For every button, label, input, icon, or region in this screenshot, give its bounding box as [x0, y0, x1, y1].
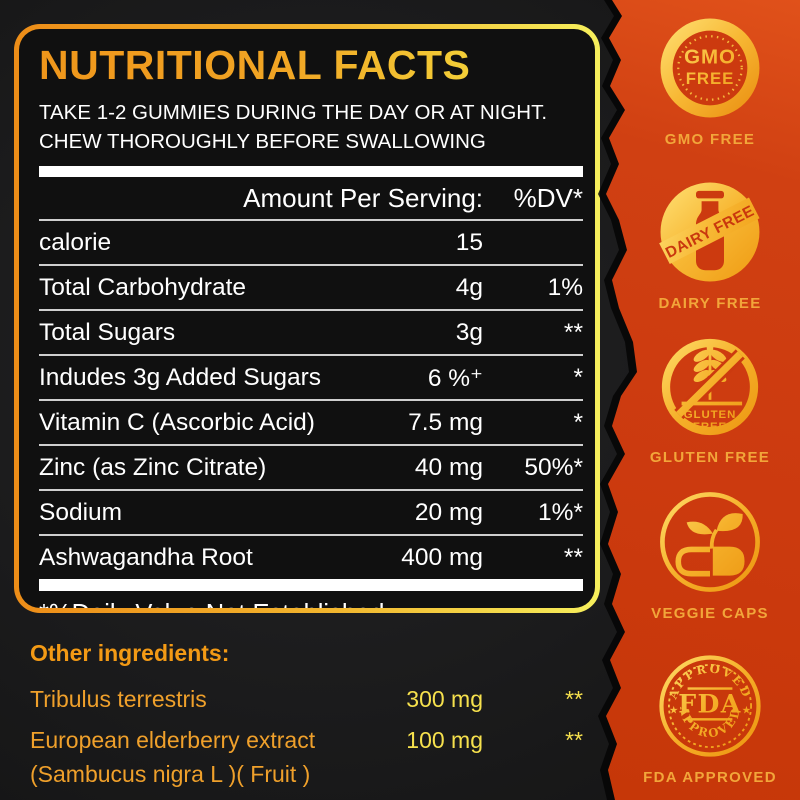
ingredient-amount: 100 mg: [406, 727, 483, 754]
ingredient-dv: **: [565, 727, 583, 754]
row-dv: **: [563, 543, 583, 571]
row-label: calorie: [39, 228, 112, 256]
divider-bar-top: [39, 166, 583, 178]
row-dv: **: [563, 318, 583, 346]
row-label: Indudes 3g Added Sugars: [39, 363, 321, 391]
row-label: Total Carbohydrate: [39, 273, 247, 301]
fda-approved-caption: FDA APPROVED: [643, 769, 777, 786]
veggie-caps-badge: VEGGIE CAPS: [620, 486, 800, 622]
table-row: Indudes 3g Added Sugars 6 %⁺ *: [39, 356, 583, 402]
row-amount: 40 mg: [414, 453, 483, 481]
row-label: Total Sugars: [39, 318, 176, 346]
table-row: Zinc (as Zinc Citrate) 40 mg 50%*: [39, 446, 583, 492]
ingredient-dv: **: [565, 686, 583, 712]
row-amount: 400 mg: [401, 543, 483, 571]
table-row: Vitamin C (Ascorbic Acid) 7.5 mg *: [39, 401, 583, 447]
row-amount: 4g: [455, 273, 483, 301]
ingredient-name: European elderberry extract (Sambucus nig…: [30, 724, 348, 791]
torn-paper-strip: [606, 0, 800, 800]
table-row: calorie 15: [39, 221, 583, 267]
table-header-row: Amount Per Serving: %DV*: [39, 177, 583, 222]
row-amount: 7.5 mg: [408, 408, 483, 436]
gluten-free-badge: GLUTEN FREE GLUTEN FREE: [620, 332, 800, 466]
gmo-free-caption: GMO FREE: [664, 131, 756, 148]
other-ingredients-heading: Other ingredients:: [30, 640, 230, 666]
amount-per-serving-header: Amount Per Serving:: [243, 182, 483, 213]
table-row: Total Sugars 3g **: [39, 311, 583, 357]
gmo-free-icon: GMO FREE: [660, 18, 760, 118]
row-amount: 15: [455, 228, 483, 256]
star-icon: ★: [742, 705, 751, 716]
ingredient-row: European elderberry extract (Sambucus nig…: [30, 724, 583, 791]
directions-line2: CHEW THOROUGHLY BEFORE SWALLOWING: [39, 130, 486, 154]
other-ingredients-section: Other ingredients: Tribulus terrestris 3…: [30, 640, 583, 799]
dv-header: %DV*: [513, 182, 583, 213]
nutrition-label-inner: NUTRITIONAL FACTS TAKE 1-2 GUMMIES DURIN…: [19, 29, 595, 608]
row-dv: *: [573, 408, 583, 436]
veggie-caps-icon: [660, 492, 760, 592]
row-label: Ashwagandha Root: [39, 543, 253, 571]
gmo-free-badge: GMO FREE GMO FREE: [620, 12, 800, 148]
daily-value-footnote: *%Daily Value Not Established: [39, 591, 583, 608]
row-dv: 1%: [547, 273, 583, 301]
nutrition-label-box: NUTRITIONAL FACTS TAKE 1-2 GUMMIES DURIN…: [14, 24, 600, 613]
table-row: Total Carbohydrate 4g 1%: [39, 266, 583, 312]
gluten-badge-line2: FREE: [693, 421, 727, 433]
gmo-badge-line2: FREE: [686, 69, 735, 88]
row-amount: 3g: [455, 318, 483, 346]
row-amount: 20 mg: [414, 498, 483, 526]
row-label: Zinc (as Zinc Citrate): [39, 453, 267, 481]
ingredient-name-line2: (Sambucus nigra L )( Fruit ): [30, 760, 311, 787]
row-dv: 50%*: [524, 453, 583, 481]
row-amount: 6 %⁺: [427, 364, 483, 392]
gluten-badge-line1: GLUTEN: [684, 409, 737, 421]
row-label: Sodium: [39, 498, 123, 526]
fda-approved-badge: APPROVED APPROVED ★ ★ FDA FDA APPROVED: [620, 650, 800, 786]
ingredient-amount: 300 mg: [406, 686, 483, 712]
gmo-badge-line1: GMO: [684, 45, 736, 68]
gluten-free-icon: GLUTEN FREE: [661, 338, 759, 436]
table-row: Ashwagandha Root 400 mg **: [39, 536, 583, 579]
veggie-caps-caption: VEGGIE CAPS: [651, 605, 769, 622]
nutrition-table-rows: calorie 15 Total Carbohydrate 4g 1% Tota…: [39, 221, 583, 579]
dairy-free-badge: DAIRY FREE DAIRY FREE: [620, 176, 800, 312]
row-label: Vitamin C (Ascorbic Acid): [39, 408, 315, 436]
nutrition-title: NUTRITIONAL FACTS: [39, 42, 583, 88]
dairy-free-icon: DAIRY FREE: [659, 182, 760, 282]
badge-column: GMO FREE GMO FREE: [620, 0, 800, 800]
row-dv: 1%*: [538, 498, 583, 526]
ingredient-name-line1: Tribulus terrestris: [30, 686, 207, 712]
table-row: Sodium 20 mg 1%*: [39, 491, 583, 537]
other-ingredients-rows: Tribulus terrestris 300 mg ** European e…: [30, 683, 583, 791]
directions-text: TAKE 1-2 GUMMIES DURING THE DAY OR AT NI…: [39, 98, 583, 156]
fda-center-text: FDA: [678, 689, 741, 719]
dairy-free-caption: DAIRY FREE: [658, 295, 762, 312]
ingredient-name-line1: European elderberry extract: [30, 727, 316, 754]
row-dv: *: [573, 363, 583, 391]
ingredient-name: Tribulus terrestris: [30, 683, 348, 716]
ingredient-row: Tribulus terrestris 300 mg **: [30, 683, 583, 716]
divider-bar-bottom: [39, 579, 583, 592]
capsule-sprout-icon: [675, 513, 745, 577]
directions-line1: TAKE 1-2 GUMMIES DURING THE DAY OR AT NI…: [39, 101, 548, 125]
star-icon: ★: [669, 705, 678, 716]
gluten-free-caption: GLUTEN FREE: [649, 449, 771, 466]
fda-approved-icon: APPROVED APPROVED ★ ★ FDA: [659, 655, 761, 757]
